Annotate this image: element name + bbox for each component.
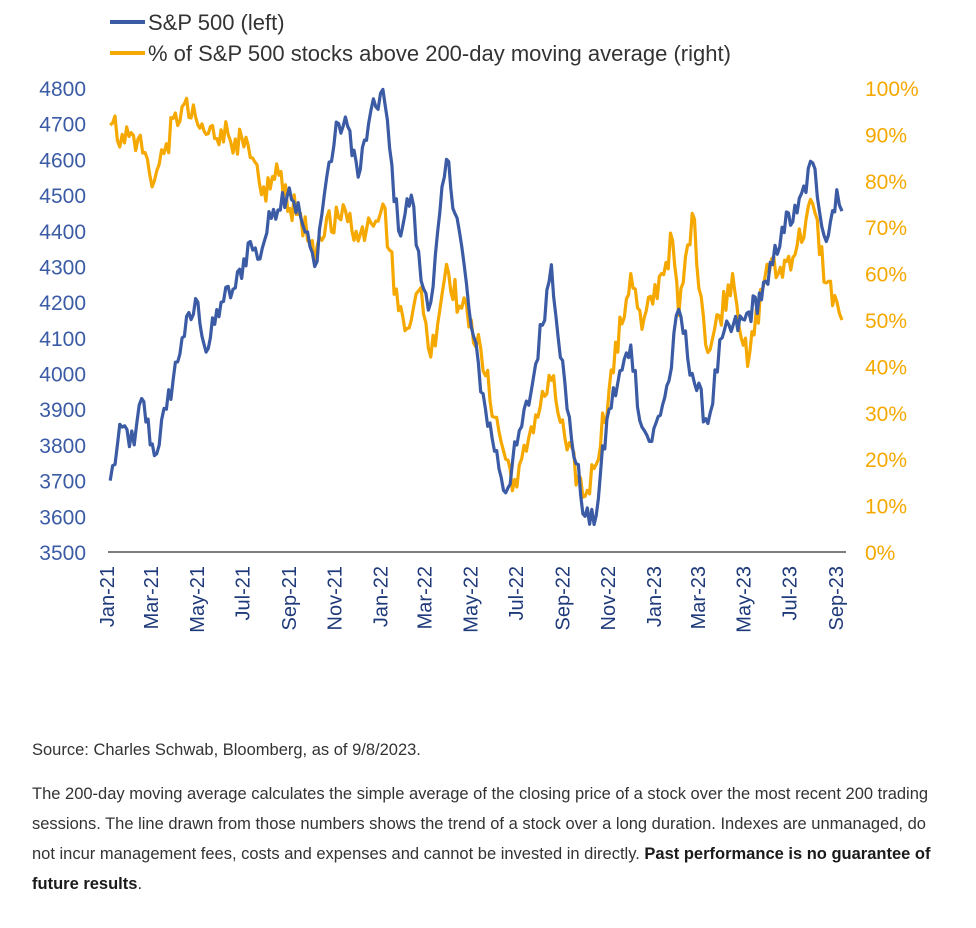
x-tick-label: May-23 <box>734 566 756 633</box>
series-line-pct-above-200dma <box>109 96 844 499</box>
y-left-tick-label: 4200 <box>39 292 86 315</box>
y-left-tick-label: 4100 <box>39 328 86 351</box>
x-tick-label: Sep-23 <box>826 566 848 631</box>
y-left-tick-label: 4000 <box>39 364 86 387</box>
legend-label: % of S&P 500 stocks above 200-day moving… <box>148 41 731 66</box>
y-right-tick-label: 100% <box>865 78 919 101</box>
methodology-note: The 200-day moving average calculates th… <box>32 779 932 899</box>
x-tick-label: Mar-21 <box>141 566 163 629</box>
y-left-tick-label: 4300 <box>39 256 86 279</box>
chart: S&P 500 (left) % of S&P 500 stocks above … <box>39 10 918 633</box>
y-right-tick-label: 70% <box>865 217 907 240</box>
y-left-tick-label: 3700 <box>39 471 86 494</box>
performance-disclaimer: Past performance is no guarantee of futu… <box>32 845 931 893</box>
y-left-tick-label: 3500 <box>39 542 86 565</box>
x-tick-label: May-22 <box>460 566 482 633</box>
chart-axes: 3500 3600 3700 3800 3900 4000 4100 4200 4300 4400… <box>39 78 918 633</box>
chart-legend: S&P 500 (left) % of S&P 500 stocks above … <box>110 10 731 66</box>
x-tick-label: Sep-22 <box>552 566 574 631</box>
x-tick-label: Nov-21 <box>325 566 347 630</box>
y-left-tick-label: 4500 <box>39 185 86 208</box>
y-right-tick-label: 0% <box>865 542 895 565</box>
x-tick-label: Jul-23 <box>779 566 801 620</box>
y-right-tick-label: 60% <box>865 264 907 287</box>
x-tick-label: Jul-22 <box>506 566 528 620</box>
series-sp500-group <box>108 87 844 527</box>
legend-label: S&P 500 (left) <box>148 10 285 35</box>
x-tick-label: Mar-22 <box>415 566 437 629</box>
y-right-tick-label: 30% <box>865 403 907 426</box>
x-tick-label: Jan-23 <box>644 566 666 627</box>
x-tick-label: Mar-23 <box>688 566 710 629</box>
x-tick-label: Jan-22 <box>370 566 392 627</box>
y-right-tick-label: 40% <box>865 356 907 379</box>
methodology-text: The 200-day moving average calculates th… <box>32 785 929 863</box>
y-left-tick-label: 3600 <box>39 506 86 529</box>
y-left-tick-label: 4800 <box>39 78 86 101</box>
disclaimer-period: . <box>137 875 143 893</box>
y-left-tick-label: 4400 <box>39 221 86 244</box>
y-right-tick-label: 10% <box>865 496 907 519</box>
y-left-tick-label: 4600 <box>39 149 86 172</box>
x-tick-label: May-21 <box>187 566 209 633</box>
y-left-tick-label: 3800 <box>39 435 86 458</box>
y-right-tick-label: 80% <box>865 171 907 194</box>
source-note: Source: Charles Schwab, Bloomberg, as of… <box>32 741 421 759</box>
y-left-tick-label: 4700 <box>39 114 86 137</box>
y-right-tick-label: 20% <box>865 449 907 472</box>
series-breadth-group <box>109 96 844 499</box>
series-line-sp500 <box>108 87 844 527</box>
y-right-tick-label: 90% <box>865 124 907 147</box>
x-tick-label: Nov-22 <box>598 566 620 630</box>
y-right-tick-label: 50% <box>865 310 907 333</box>
x-tick-label: Sep-21 <box>279 566 301 631</box>
y-left-tick-label: 3900 <box>39 399 86 422</box>
chart-notes: Source: Charles Schwab, Bloomberg, as of… <box>32 735 932 899</box>
x-tick-label: Jan-21 <box>97 566 119 627</box>
x-tick-label: Jul-21 <box>233 566 255 620</box>
